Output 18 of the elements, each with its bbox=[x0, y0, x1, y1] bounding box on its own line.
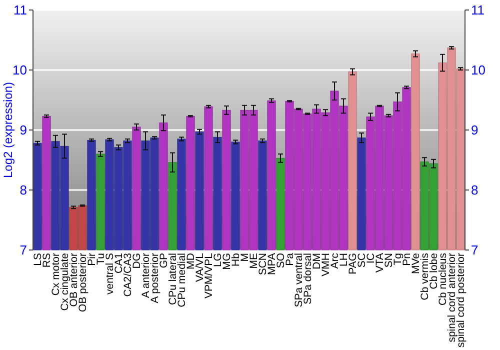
x-tick-label: DG bbox=[131, 253, 144, 269]
y2-tick-label: 10 bbox=[471, 62, 486, 78]
y-tick-label: 11 bbox=[14, 2, 27, 18]
y-tick-label: 9 bbox=[20, 122, 27, 138]
x-tick-label: RS bbox=[41, 253, 54, 268]
x-tick-label: OB posterior bbox=[77, 252, 90, 312]
y-tick-label: 8 bbox=[20, 182, 27, 198]
y2-tick-label: 11 bbox=[471, 2, 484, 18]
x-tick-label: A posterior bbox=[149, 252, 162, 304]
x-tick-label: spinal cord posterior bbox=[455, 252, 468, 348]
x-tick-label: MVe bbox=[410, 252, 422, 274]
y-axis-title: Log2 (expression) bbox=[1, 82, 15, 178]
x-tick-label: Tg bbox=[392, 252, 404, 266]
y-tick-label: 7 bbox=[20, 242, 27, 258]
y2-tick-label: 7 bbox=[471, 242, 478, 258]
y-tick-label: 10 bbox=[12, 62, 27, 78]
y2-tick-label: 9 bbox=[471, 122, 478, 138]
y2-tick-label: 8 bbox=[471, 182, 478, 198]
